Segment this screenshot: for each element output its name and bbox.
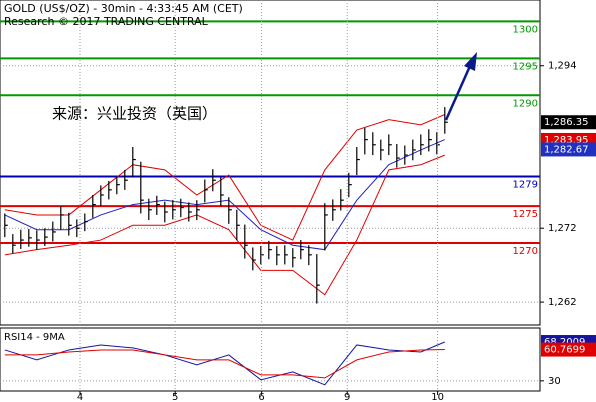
- y-tick-label: 1,272: [548, 223, 577, 234]
- y-tick-label: 1,294: [548, 61, 577, 72]
- forecast-arrow: [444, 52, 477, 121]
- bollinger-band: [4, 114, 445, 241]
- price-label-box: [541, 142, 596, 157]
- level-label: 1300: [513, 24, 538, 35]
- price-label: 1,282.67: [544, 144, 589, 155]
- panel-title: RSI14 - 9MA: [4, 332, 65, 343]
- price-label: 60.7699: [544, 345, 585, 356]
- bollinger-band: [4, 154, 445, 296]
- rsi-line: [4, 341, 445, 386]
- rsi-line: [4, 349, 445, 379]
- price-label: 1,283.95: [544, 135, 589, 146]
- level-label: 1279: [513, 180, 538, 191]
- x-tick-label: 6: [258, 392, 264, 402]
- y-tick-label: 1,262: [548, 297, 577, 308]
- panel-frame: [0, 0, 541, 326]
- level-label: 1275: [513, 209, 538, 220]
- annotation: 来源：兴业投资（英国）: [52, 105, 217, 123]
- arrow-shaft: [444, 65, 472, 121]
- y-tick-label: 30: [548, 376, 561, 387]
- x-tick-label: 9: [344, 392, 350, 402]
- level-label: 1295: [513, 61, 538, 72]
- price-label: 68.2009: [544, 337, 585, 348]
- chart-title: GOLD (US$/OZ) - 30min - 4:33:45 AM (CET): [4, 2, 243, 15]
- price-label-box: [541, 115, 596, 130]
- x-tick-label: 10: [431, 392, 444, 402]
- level-label: 1270: [513, 246, 538, 257]
- x-tick-label: 4: [77, 392, 83, 402]
- level-label: 1290: [513, 98, 538, 109]
- chart-subtitle: Research © 2017 TRADING CENTRAL: [4, 15, 209, 28]
- arrow-head: [464, 52, 477, 71]
- price-label: 1,286.35: [544, 117, 589, 128]
- price-label-box: [541, 342, 596, 357]
- panel-frame: [0, 327, 541, 392]
- x-tick-label: 5: [172, 392, 178, 402]
